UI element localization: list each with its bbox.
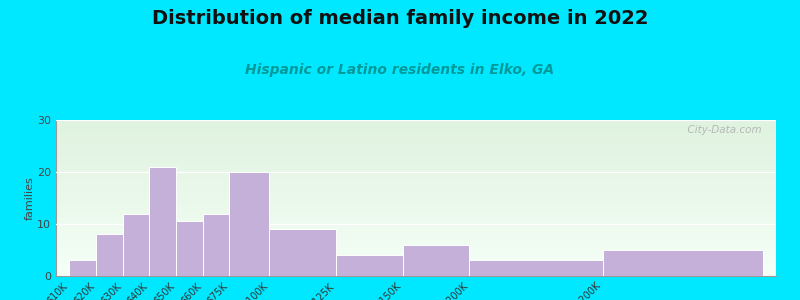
Bar xyxy=(176,221,202,276)
Bar xyxy=(230,172,270,276)
Bar xyxy=(602,250,762,276)
Bar xyxy=(402,245,470,276)
Bar xyxy=(202,214,230,276)
Bar xyxy=(150,167,176,276)
Bar xyxy=(336,255,402,276)
Text: Distribution of median family income in 2022: Distribution of median family income in … xyxy=(152,9,648,28)
Bar xyxy=(470,260,602,276)
Text: City-Data.com: City-Data.com xyxy=(681,125,762,135)
Bar xyxy=(70,260,96,276)
Y-axis label: families: families xyxy=(24,176,34,220)
Bar xyxy=(96,234,122,276)
Bar xyxy=(122,214,150,276)
Bar xyxy=(270,229,336,276)
Text: Hispanic or Latino residents in Elko, GA: Hispanic or Latino residents in Elko, GA xyxy=(246,63,554,77)
